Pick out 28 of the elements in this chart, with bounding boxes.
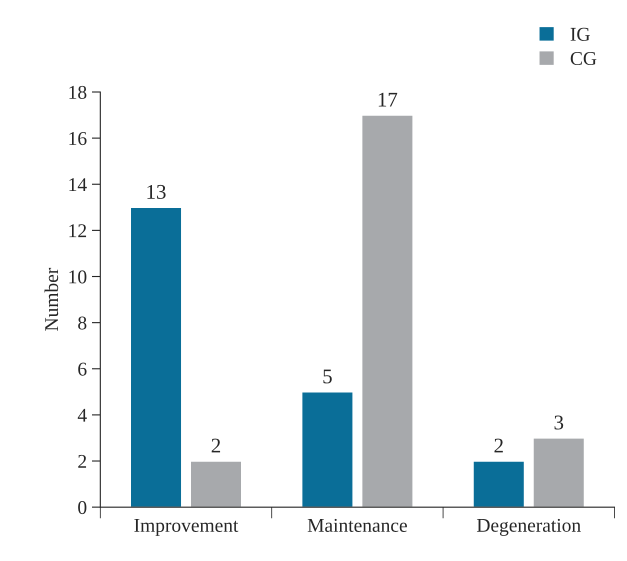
data-label: 17 <box>378 92 398 106</box>
y-tick-label: 18 <box>69 86 86 99</box>
y-tick-label: 12 <box>69 224 86 238</box>
y-tick-label: 16 <box>69 132 87 146</box>
bar <box>360 114 414 508</box>
data-label: 2 <box>494 438 503 452</box>
bar <box>190 460 242 508</box>
legend-label: IG <box>570 28 590 41</box>
y-tick-label: 0 <box>78 500 86 514</box>
bar <box>130 206 182 508</box>
data-label: 3 <box>554 416 564 430</box>
legend-label: CG <box>570 52 596 66</box>
y-tick-label: 10 <box>69 270 86 284</box>
y-tick-label: 2 <box>78 454 86 468</box>
x-tick-label: Degeneration <box>476 518 581 536</box>
x-tick-label: Improvement <box>134 519 238 536</box>
data-label: 2 <box>212 438 220 452</box>
y-tick-label: 8 <box>78 316 86 330</box>
bar <box>300 391 354 508</box>
bar <box>532 437 586 508</box>
y-axis-title: Number <box>44 268 58 331</box>
bar <box>472 460 526 508</box>
y-tick-label: 6 <box>78 362 87 376</box>
y-tick-label: 14 <box>69 178 87 192</box>
y-tick-label: 4 <box>78 408 87 422</box>
data-label: 13 <box>147 184 166 199</box>
x-tick-label: Maintenance <box>308 518 407 532</box>
data-label: 5 <box>323 370 332 384</box>
